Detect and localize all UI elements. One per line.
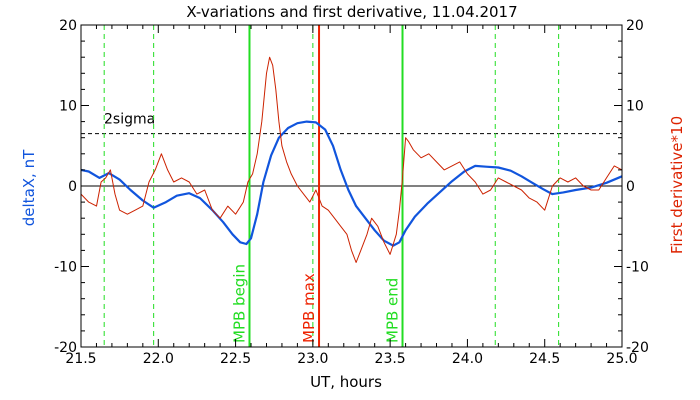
sigma-label: 2sigma: [104, 112, 155, 128]
event-label-group-3: MPB end: [384, 278, 402, 343]
right-y-axis-title: First derivative*10: [668, 116, 686, 254]
left-y-axis-title: deltaX, nT: [20, 149, 38, 226]
left-y-axis-label: deltaX, nT: [20, 149, 38, 226]
event-label-2: MPB max: [300, 273, 318, 343]
y-tick-label-right-2: 0: [626, 179, 635, 195]
x-tick-label-5: 24.0: [452, 351, 483, 367]
event-label-1: MPB begin: [230, 264, 248, 343]
y-tick-label-right-1: 10: [626, 99, 644, 115]
series-line-2: [80, 56, 623, 263]
x-tick-label-2: 22.5: [220, 351, 251, 367]
x-tick-label-0: 21.5: [65, 351, 96, 367]
y-tick-label-right-0: 20: [626, 18, 644, 34]
event-label-group-1: MPB begin: [230, 264, 248, 343]
x-tick-label-7: 25.0: [606, 351, 637, 367]
x-axis-label: UT, hours: [310, 373, 382, 391]
y-tick-label-right-3: -10: [626, 260, 649, 276]
event-label-3: MPB end: [384, 278, 402, 343]
right-y-axis-label: First derivative*10: [668, 116, 686, 254]
x-tick-label-3: 23.0: [297, 351, 328, 367]
y-tick-label-left-0: 20: [59, 18, 77, 34]
chart-title: X-variations and first derivative, 11.04…: [186, 3, 517, 21]
y-tick-label-left-3: -10: [54, 260, 77, 276]
x-tick-label-4: 23.5: [375, 351, 406, 367]
x-tick-label-6: 24.5: [529, 351, 560, 367]
y-tick-label-left-2: 0: [68, 179, 77, 195]
x-tick-label-1: 22.0: [143, 351, 174, 367]
y-tick-label-left-1: 10: [59, 99, 77, 115]
y-tick-label-left-4: -20: [54, 340, 77, 356]
series-line-1: [80, 120, 623, 247]
plot-area: 2sigma MPB begin MPB max MPB end: [80, 24, 623, 348]
axis-ticks: 21.5 22.0 22.5 23.0 23.5 24.0 24.5 25.0 20 10 0 -10…: [54, 18, 649, 367]
y-tick-label-right-4: -20: [626, 340, 649, 356]
event-label-group-2: MPB max: [300, 273, 318, 343]
